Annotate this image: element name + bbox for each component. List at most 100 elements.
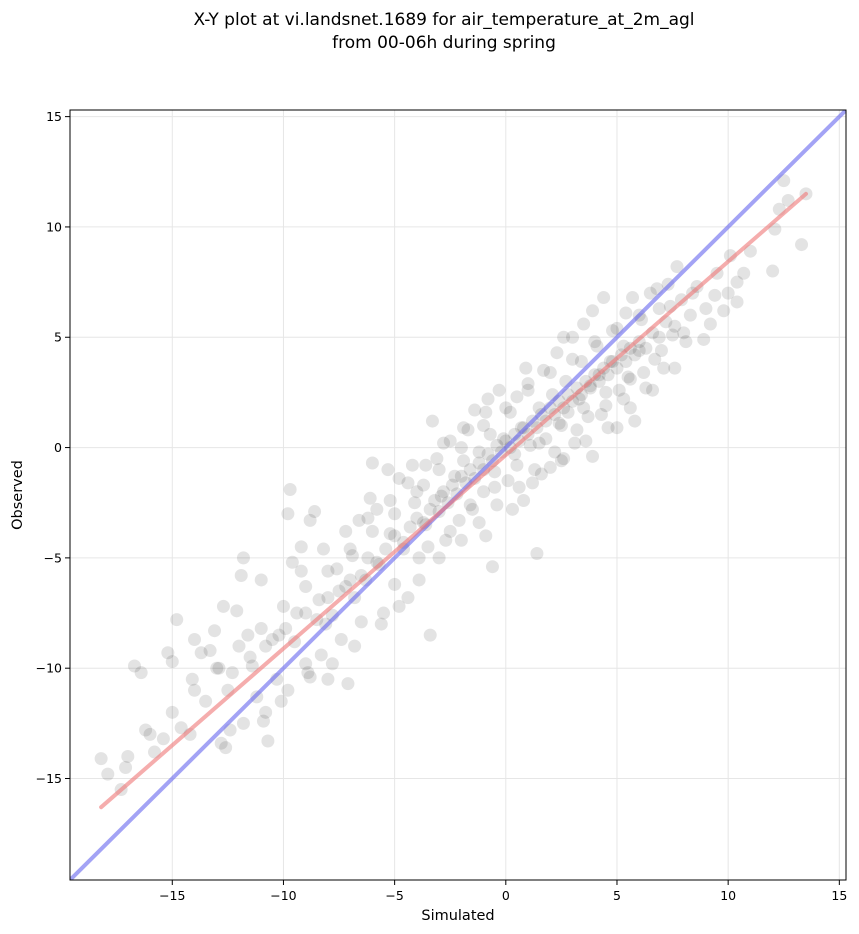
- data-point-214: [557, 401, 571, 415]
- data-point-311: [601, 421, 615, 435]
- data-point-14: [185, 672, 199, 686]
- data-point-272: [525, 476, 539, 490]
- data-point-241: [510, 458, 524, 472]
- data-point-40: [285, 555, 299, 569]
- data-point-323: [457, 421, 471, 435]
- x-tick-label-4: 5: [613, 888, 621, 903]
- data-point-238: [443, 524, 457, 538]
- data-point-37: [279, 621, 293, 635]
- data-point-84: [452, 513, 466, 527]
- y-tick-label-1: −10: [36, 661, 62, 676]
- data-point-96: [497, 432, 511, 446]
- data-point-252: [588, 335, 602, 349]
- data-point-18: [203, 644, 217, 658]
- data-point-75: [417, 478, 431, 492]
- x-tick-label-5: 10: [720, 888, 736, 903]
- data-point-244: [577, 401, 591, 415]
- data-point-276: [617, 392, 631, 406]
- data-point-17: [199, 694, 213, 708]
- data-points: [94, 174, 813, 797]
- x-axis-label: Simulated: [421, 908, 494, 924]
- data-point-100: [510, 390, 524, 404]
- data-point-141: [648, 352, 662, 366]
- data-point-242: [532, 436, 546, 450]
- x-tick-label-2: −5: [385, 888, 403, 903]
- data-point-56: [345, 549, 359, 563]
- data-point-239: [465, 502, 479, 516]
- data-point-301: [392, 599, 406, 613]
- data-point-42: [294, 540, 308, 554]
- data-point-293: [348, 639, 362, 653]
- data-point-307: [512, 480, 526, 494]
- data-point-240: [488, 480, 502, 494]
- data-point-285: [586, 304, 600, 318]
- data-point-282: [481, 392, 495, 406]
- data-point-117: [566, 330, 580, 344]
- data-point-58: [352, 513, 366, 527]
- data-point-28: [241, 628, 255, 642]
- data-point-120: [574, 355, 588, 369]
- data-point-47: [312, 593, 326, 607]
- fit-line: [99, 191, 808, 810]
- data-point-88: [468, 403, 482, 417]
- data-point-298: [236, 716, 250, 730]
- data-point-256: [432, 463, 446, 477]
- data-point-315: [294, 564, 308, 578]
- data-point-156: [730, 295, 744, 309]
- y-axis-ticks: −15 −10 −5 0 5 10 15: [36, 109, 70, 786]
- data-point-162: [781, 193, 795, 207]
- data-point-322: [437, 436, 451, 450]
- data-point-134: [619, 306, 633, 320]
- data-point-67: [383, 527, 397, 541]
- data-point-98: [503, 405, 517, 419]
- data-point-312: [623, 401, 637, 415]
- data-point-317: [339, 524, 353, 538]
- data-point-68: [388, 577, 402, 591]
- data-point-278: [654, 343, 668, 357]
- data-point-296: [281, 683, 295, 697]
- data-point-46: [308, 505, 322, 519]
- data-point-284: [557, 330, 571, 344]
- data-point-89: [472, 445, 486, 459]
- data-point-78: [425, 414, 439, 428]
- data-point-1: [101, 767, 115, 781]
- data-point-234: [652, 330, 666, 344]
- data-point-249: [521, 383, 535, 397]
- reference-lines: [70, 110, 846, 880]
- data-point-62: [365, 456, 379, 470]
- data-point-228: [619, 355, 633, 369]
- data-point-179: [388, 529, 402, 543]
- data-point-199: [490, 438, 504, 452]
- data-point-271: [505, 502, 519, 516]
- data-point-12: [174, 721, 188, 735]
- data-point-16: [194, 646, 208, 660]
- data-point-124: [586, 449, 600, 463]
- data-point-154: [717, 304, 731, 318]
- data-point-34: [265, 633, 279, 647]
- data-point-6: [139, 723, 153, 737]
- data-point-69: [392, 471, 406, 485]
- data-point-248: [499, 401, 513, 415]
- data-point-26: [234, 569, 248, 583]
- data-point-268: [165, 705, 179, 719]
- data-point-53: [334, 633, 348, 647]
- data-point-168: [272, 628, 286, 642]
- data-point-132: [612, 383, 626, 397]
- data-point-113: [552, 416, 566, 430]
- data-point-152: [703, 317, 717, 331]
- data-point-85: [457, 454, 471, 468]
- x-axis-ticks: −15 −10 −5 0 5 10 15: [159, 880, 847, 903]
- data-point-106: [530, 546, 544, 560]
- data-point-184: [423, 502, 437, 516]
- data-point-114: [554, 454, 568, 468]
- data-point-279: [677, 326, 691, 340]
- data-point-3: [119, 760, 133, 774]
- y-tick-label-4: 5: [54, 330, 62, 345]
- data-point-270: [121, 749, 135, 763]
- data-point-65: [377, 606, 391, 620]
- data-point-52: [330, 562, 344, 576]
- data-point-299: [214, 736, 228, 750]
- data-point-38: [281, 507, 295, 521]
- data-point-4: [127, 659, 141, 673]
- data-point-131: [610, 421, 624, 435]
